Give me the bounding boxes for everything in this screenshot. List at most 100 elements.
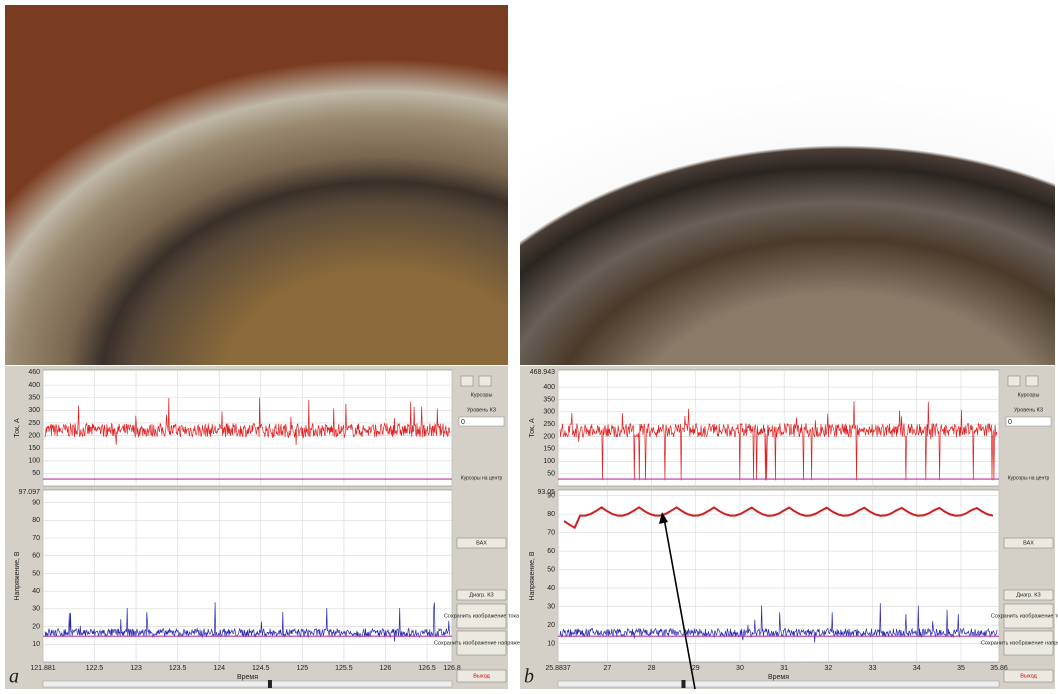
photo-right: [520, 5, 1055, 365]
scrollbar: [42, 680, 453, 688]
y-axis-label: Ток, А: [529, 418, 536, 438]
panel-label: a: [9, 666, 19, 688]
vah-button: [1003, 537, 1054, 549]
y-tick-label: 250: [28, 420, 40, 427]
icon-button: [1025, 375, 1039, 387]
y-tick-label: 90: [32, 499, 40, 506]
panel-label: b: [524, 666, 534, 688]
center-label: Курсоры на центр: [461, 475, 503, 481]
y-limit-label: 93.05: [537, 489, 555, 496]
scroll-thumb: [681, 680, 686, 688]
y-limit-label: 460: [28, 369, 40, 376]
kz-input: [1005, 416, 1052, 427]
x-tick-label: 122.5: [86, 665, 104, 672]
x-tick-label: 33: [869, 665, 877, 672]
y-tick-label: 250: [543, 421, 555, 428]
y-tick-label: 50: [32, 570, 40, 577]
y-limit-label: 468.943: [530, 369, 555, 376]
y-tick-label: 70: [547, 529, 555, 536]
x-tick-label: 30: [736, 665, 744, 672]
icon-button: [1007, 375, 1021, 387]
kz-value: 0: [1008, 419, 1012, 426]
x-axis-label: Время: [237, 674, 258, 681]
y-tick-label: 100: [28, 458, 40, 465]
y-tick-label: 50: [547, 566, 555, 573]
y-tick-label: 100: [543, 458, 555, 465]
y-tick-label: 80: [547, 511, 555, 518]
signal-trace: [559, 603, 998, 643]
y-tick-label: 400: [543, 384, 555, 391]
save-voltage-button: [456, 630, 507, 656]
y-limit-label: 97.097: [19, 489, 41, 496]
y-tick-label: 20: [32, 623, 40, 630]
y-tick-label: 40: [32, 588, 40, 595]
scrollbar: [557, 680, 1000, 688]
y-axis-label: Напряжение, В: [14, 551, 21, 600]
signal-trace: [44, 397, 451, 446]
cursors-label: Курсоры: [471, 392, 493, 398]
arrow-head: [659, 512, 668, 524]
y-tick-label: 30: [32, 606, 40, 613]
x-axis-label: Время: [768, 674, 789, 681]
y-tick-label: 10: [547, 640, 555, 647]
y-tick-label: 70: [32, 535, 40, 542]
y-tick-label: 300: [28, 407, 40, 414]
signal-trace: [44, 602, 451, 642]
x-tick-label: 121.881: [30, 665, 55, 672]
y-tick-label: 300: [543, 409, 555, 416]
icon-button: [478, 375, 492, 387]
x-tick-label: 34: [913, 665, 921, 672]
x-tick-label: 125: [296, 665, 308, 672]
x-tick-label: 25.8837: [545, 665, 570, 672]
signal-trace: [559, 401, 998, 481]
x-tick-label: 32: [824, 665, 832, 672]
y-tick-label: 200: [543, 433, 555, 440]
x-tick-label: 35: [957, 665, 965, 672]
kz-level-label: Уровень КЗ: [1014, 407, 1044, 413]
diag-button-label: Диагр. КЗ: [469, 592, 494, 598]
x-tick-label: 123: [130, 665, 142, 672]
save-voltage-button-label: Сохранить изображение напряжения: [981, 640, 1058, 646]
y-tick-label: 350: [28, 395, 40, 402]
x-tick-label: 35.86: [990, 665, 1008, 672]
vah-button-label: ВАХ: [1023, 540, 1034, 546]
photo-left: [5, 5, 508, 365]
x-tick-label: 126.8: [443, 665, 461, 672]
x-tick-label: 126: [380, 665, 392, 672]
kz-level-label: Уровень КЗ: [467, 407, 497, 413]
save-current-button-label: Сохранить изображение тока: [991, 613, 1058, 619]
save-current-button: [1003, 603, 1054, 629]
y-tick-label: 350: [543, 396, 555, 403]
exit-button-label: Выход: [473, 673, 490, 679]
y-tick-label: 200: [28, 432, 40, 439]
cursors-label: Курсоры: [1018, 392, 1040, 398]
exit-button: [1003, 669, 1054, 683]
y-tick-label: 90: [547, 492, 555, 499]
y-tick-label: 60: [32, 553, 40, 560]
x-tick-label: 31: [780, 665, 788, 672]
y-tick-label: 20: [547, 622, 555, 629]
y-axis-label: Напряжение, В: [529, 551, 536, 600]
arrow: [663, 517, 696, 690]
envelope-trace: [563, 506, 994, 530]
diag-button: [1003, 589, 1054, 601]
save-voltage-button-label: Сохранить изображение напряжения: [434, 640, 529, 646]
x-tick-label: 124: [213, 665, 225, 672]
y-tick-label: 150: [543, 446, 555, 453]
icon-button: [460, 375, 474, 387]
exit-button-label: Выход: [1020, 673, 1037, 679]
save-voltage-button: [1003, 630, 1054, 656]
kz-input: [458, 416, 505, 427]
kz-value: 0: [461, 419, 465, 426]
y-tick-label: 40: [547, 585, 555, 592]
y-axis-label: Ток, А: [14, 418, 21, 438]
y-tick-label: 10: [32, 641, 40, 648]
x-tick-label: 124.5: [252, 665, 270, 672]
center-label: Курсоры на центр: [1008, 475, 1050, 481]
y-tick-label: 150: [28, 445, 40, 452]
y-tick-label: 60: [547, 548, 555, 555]
x-tick-label: 123.5: [169, 665, 187, 672]
save-current-button: [456, 603, 507, 629]
x-tick-label: 29: [692, 665, 700, 672]
